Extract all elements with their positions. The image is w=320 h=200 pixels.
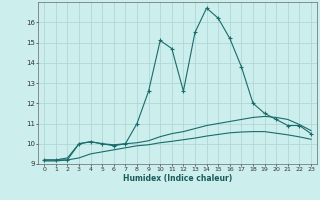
X-axis label: Humidex (Indice chaleur): Humidex (Indice chaleur) [123,174,232,183]
